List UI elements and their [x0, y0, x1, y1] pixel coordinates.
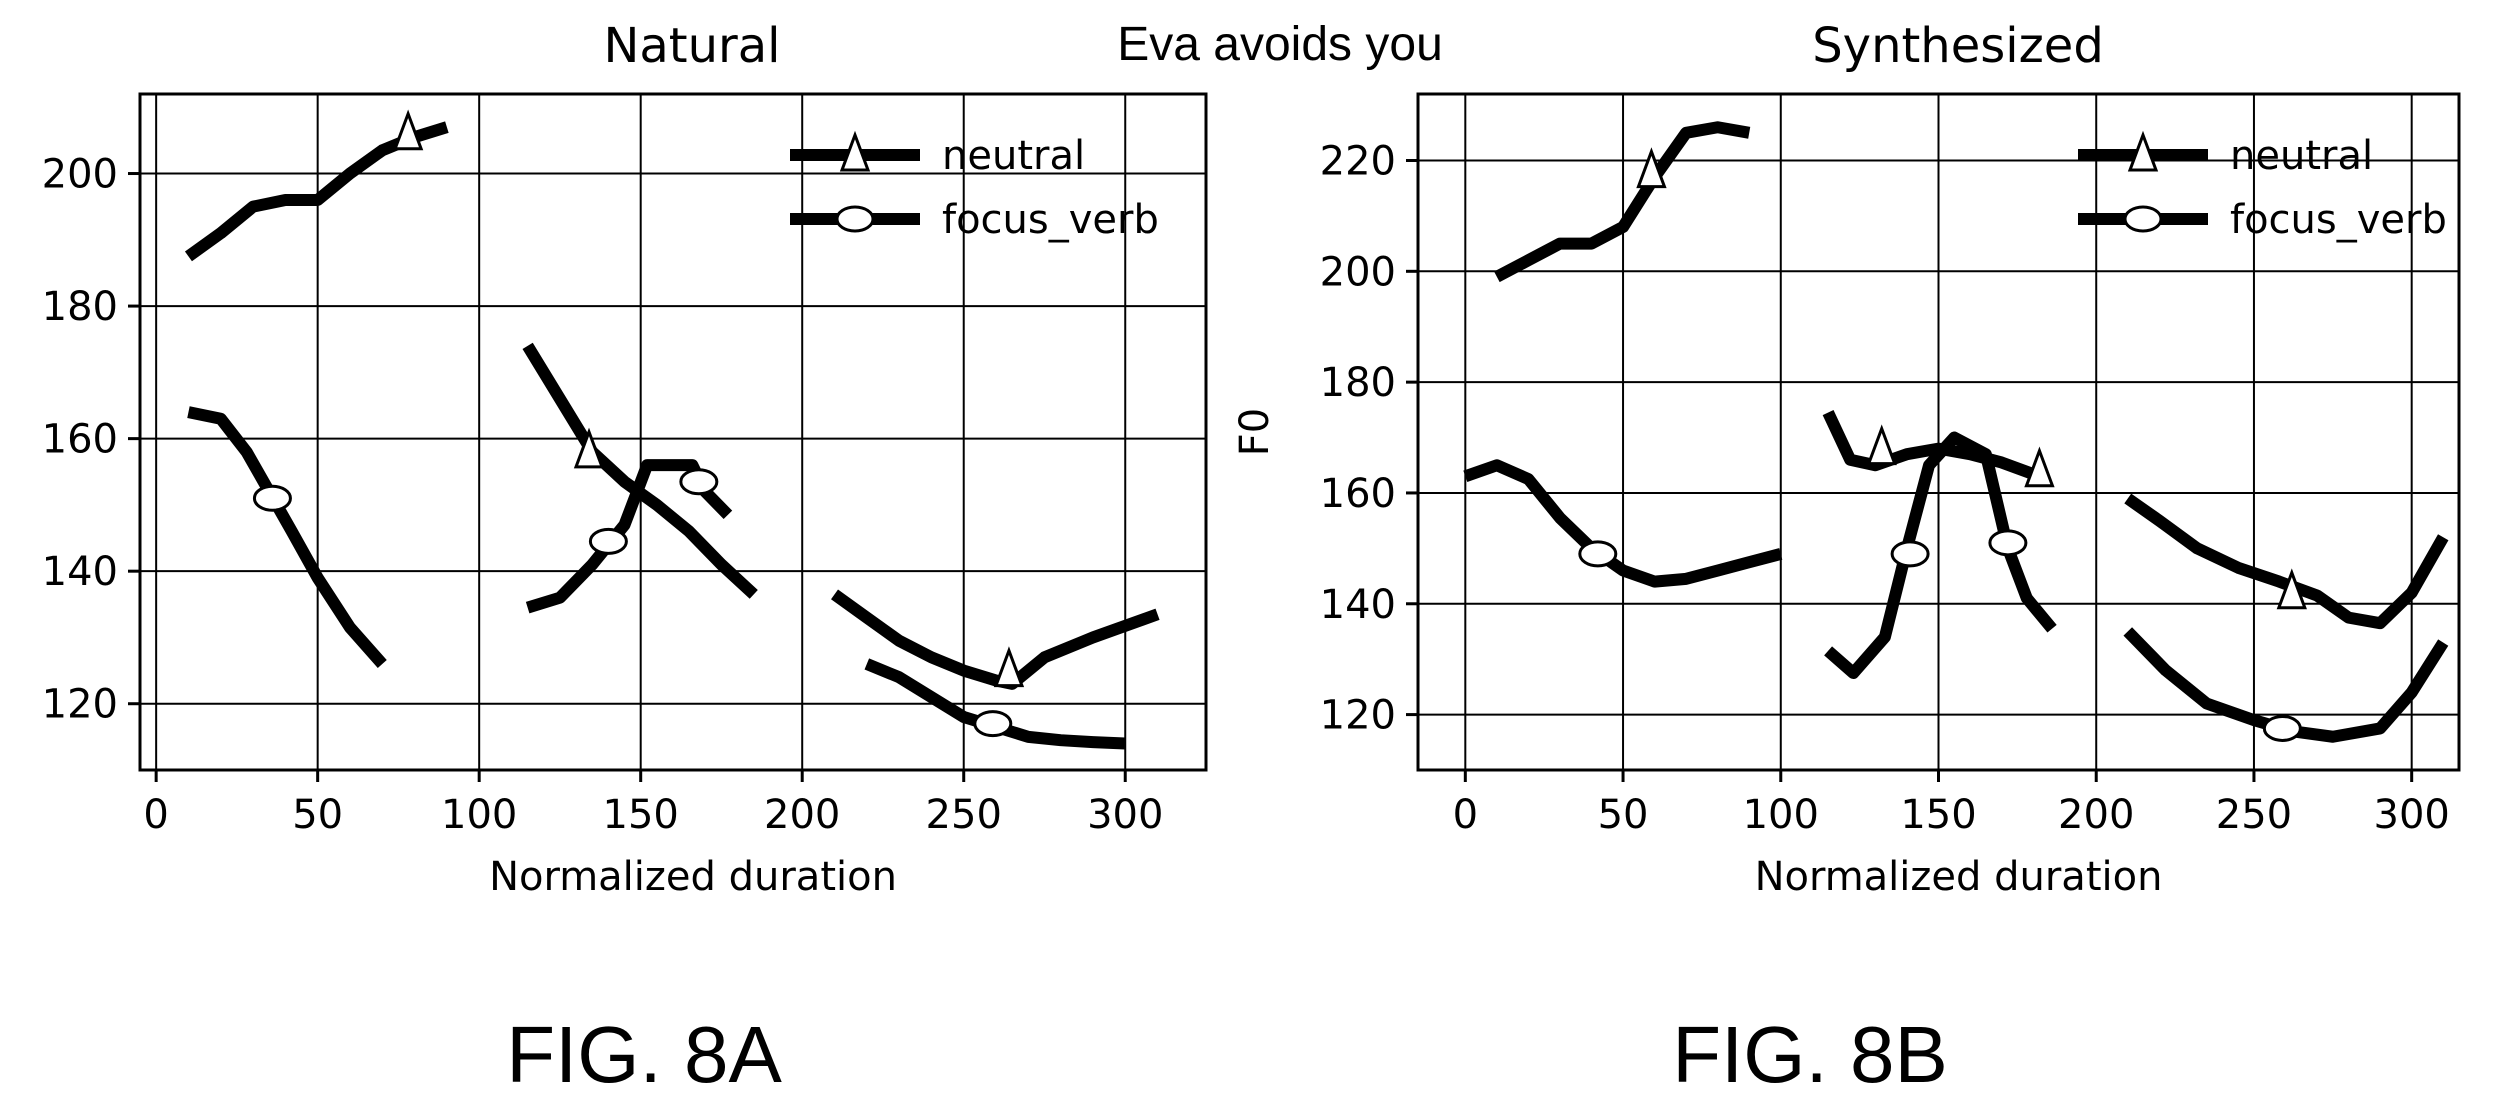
- y-tick-label: 180: [1320, 360, 1396, 406]
- marker-neutral: [392, 109, 424, 151]
- marker-focus-verb: [252, 484, 292, 512]
- y-tick-label: 140: [42, 549, 118, 595]
- series-line-focus-verb: [1824, 431, 2057, 680]
- marker-focus-verb: [1578, 540, 1618, 568]
- x-tick-label: 250: [926, 792, 1002, 838]
- x-axis-label: Normalized duration: [1755, 854, 2163, 900]
- x-tick-label: 50: [1598, 792, 1649, 838]
- marker-focus-verb: [973, 710, 1013, 738]
- chart-title: Synthesized: [1812, 18, 2104, 74]
- legend-label-focus-verb: focus_verb: [2230, 197, 2447, 243]
- x-tick-label: 300: [2374, 792, 2450, 838]
- x-tick-label: 0: [143, 792, 168, 838]
- chart-panel-synthesized: 0 50 100 150 200 250 300 120 140 160 180 200 220 Synt…: [1232, 18, 2461, 1099]
- legend-label-focus-verb: focus_verb: [942, 197, 1159, 243]
- marker-focus-verb: [1988, 529, 2028, 557]
- series-line-neutral: [831, 589, 1160, 690]
- marker-focus-verb: [1890, 540, 1930, 568]
- legend: neutral focus_verb: [790, 130, 1159, 243]
- series-line-focus-verb: [1463, 459, 1783, 588]
- y-tick-label: 160: [42, 417, 118, 463]
- chart-panel-natural: 0 50 100 150 200 250 300 120 140 160 180 200 Natural…: [42, 18, 1208, 1099]
- x-tick-label: 250: [2216, 792, 2292, 838]
- marker-neutral: [2276, 568, 2307, 610]
- series-focus-verb: [187, 406, 1126, 750]
- marker-focus-verb: [679, 468, 719, 496]
- x-tick-label: 300: [1087, 792, 1163, 838]
- legend-marker-neutral: [2127, 130, 2159, 172]
- series-line-neutral: [1822, 410, 2042, 482]
- x-tick-label: 150: [1900, 792, 1976, 838]
- y-tick-label: 140: [1320, 582, 1396, 628]
- marker-neutral: [993, 646, 1025, 688]
- legend-label-neutral: neutral: [2230, 133, 2373, 179]
- plot-frame: [138, 92, 1208, 772]
- series-focus-verb: [1463, 431, 2449, 743]
- series-line-focus-verb: [187, 406, 387, 668]
- legend-label-neutral: neutral: [942, 133, 1085, 179]
- x-tick-label: 0: [1453, 792, 1478, 838]
- series-line-neutral: [1494, 121, 1751, 283]
- series-neutral: [1494, 121, 2449, 630]
- legend-marker-focus-verb: [2123, 205, 2163, 233]
- x-tick-label: 100: [441, 792, 517, 838]
- marker-focus-verb: [588, 527, 628, 555]
- chart-title: Natural: [603, 18, 780, 74]
- x-tick-label: 200: [2058, 792, 2134, 838]
- x-tick-label: 50: [292, 792, 343, 838]
- figure-suptitle: Eva avoids you: [1117, 18, 1443, 71]
- marker-focus-verb: [2262, 714, 2302, 742]
- y-tick-label: 160: [1320, 471, 1396, 517]
- y-axis-label: F0: [1232, 408, 1278, 456]
- x-tick-label: 150: [603, 792, 679, 838]
- legend-marker-neutral: [839, 130, 871, 172]
- marker-neutral: [573, 427, 605, 469]
- y-tick-label: 220: [1320, 138, 1396, 184]
- x-tick-label: 100: [1743, 792, 1819, 838]
- y-tick-label: 120: [42, 682, 118, 728]
- figure-label: FIG. 8A: [506, 1010, 782, 1099]
- y-tick-label: 120: [1320, 693, 1396, 739]
- x-tick-label: 200: [764, 792, 840, 838]
- marker-neutral: [1636, 147, 1667, 189]
- figure-label: FIG. 8B: [1672, 1010, 1948, 1099]
- y-tick-label: 200: [42, 152, 118, 198]
- legend-marker-focus-verb: [835, 205, 875, 233]
- legend: neutral focus_verb: [2078, 130, 2447, 243]
- marker-neutral: [2024, 446, 2055, 488]
- x-axis-label: Normalized duration: [489, 854, 897, 900]
- marker-neutral: [1866, 424, 1897, 466]
- y-tick-label: 180: [42, 284, 118, 330]
- y-tick-label: 200: [1320, 249, 1396, 295]
